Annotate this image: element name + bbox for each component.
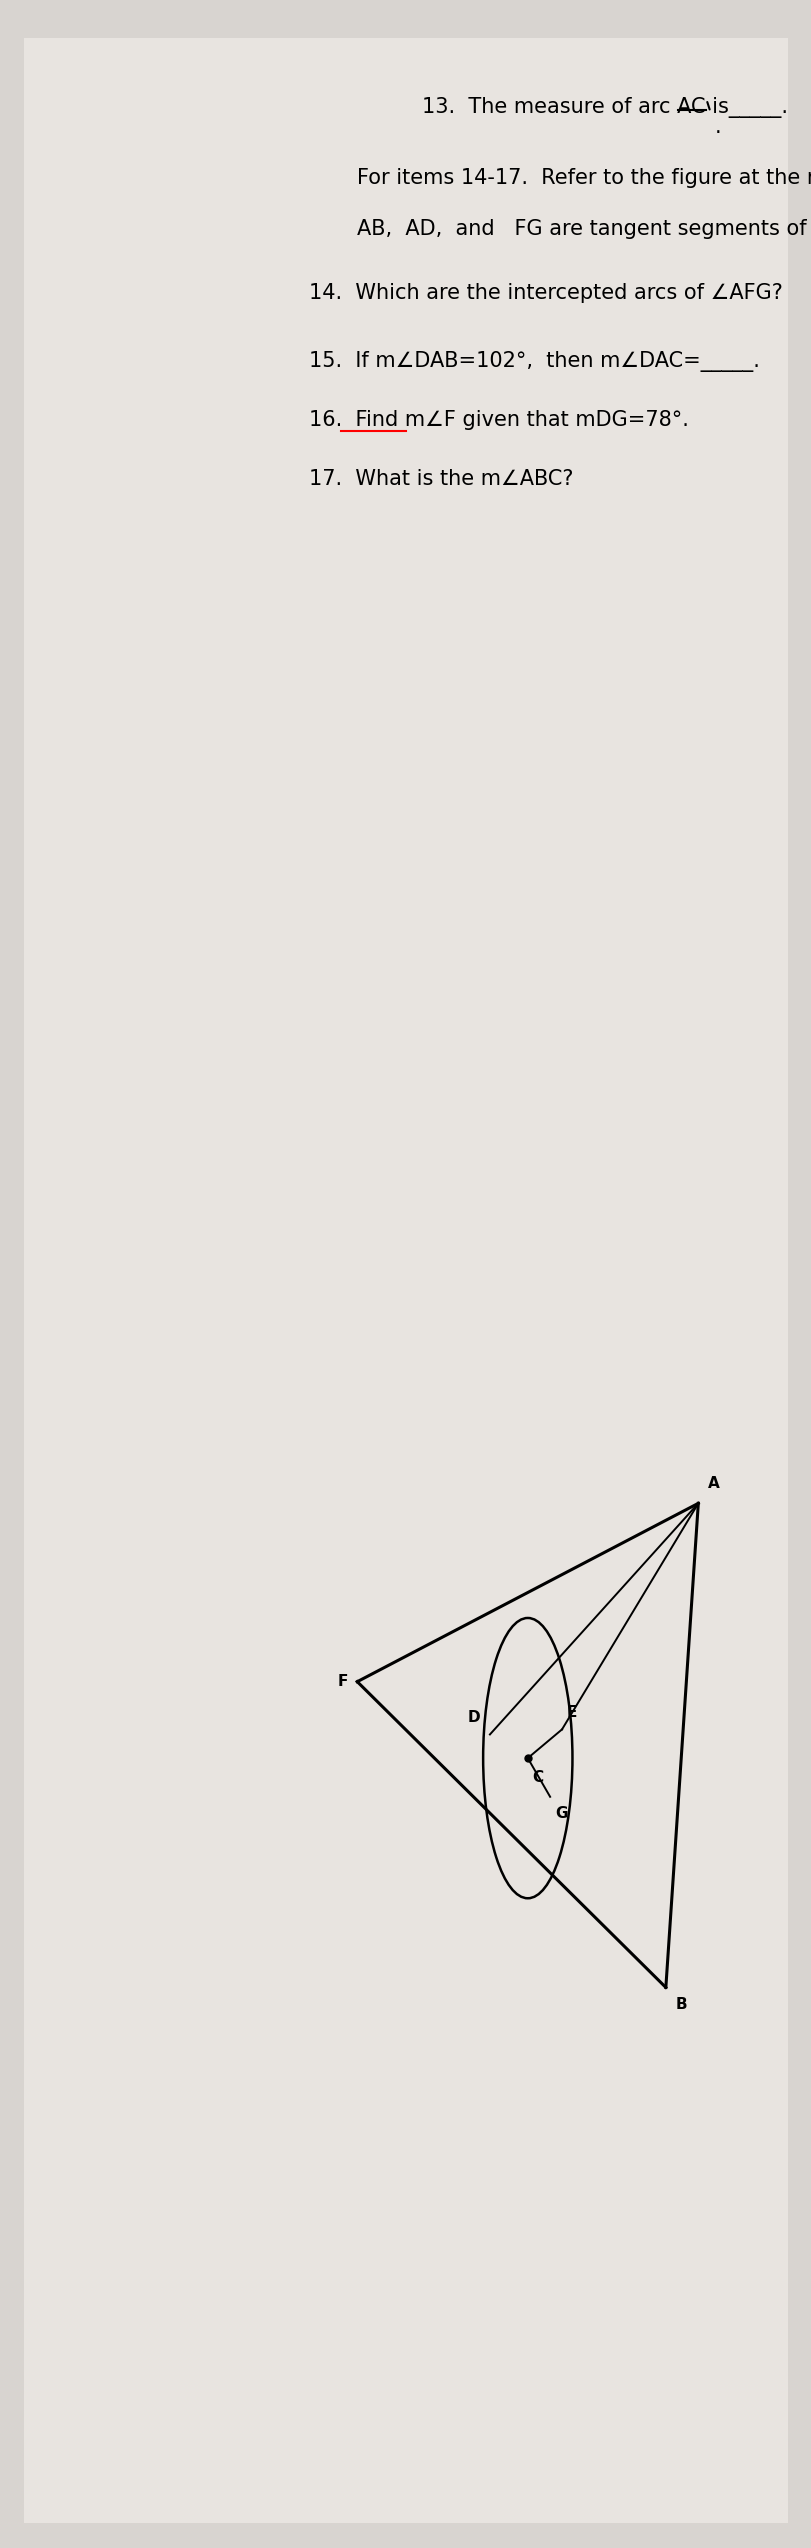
FancyBboxPatch shape — [24, 38, 787, 2523]
Text: 14.  Which are the intercepted arcs of ∠AFG?: 14. Which are the intercepted arcs of ∠A… — [308, 283, 782, 303]
Text: E: E — [566, 1705, 577, 1720]
Text: C: C — [532, 1771, 543, 1786]
Text: F: F — [337, 1674, 347, 1689]
Text: 15.  If m∠DAB=102°,  then m∠DAC=_____.: 15. If m∠DAB=102°, then m∠DAC=_____. — [308, 352, 758, 372]
Text: D: D — [467, 1710, 479, 1725]
Text: B: B — [675, 1998, 686, 2010]
Text: A: A — [707, 1475, 719, 1491]
Text: .: . — [714, 117, 720, 138]
Text: 13.  The measure of arc AC is_____.: 13. The measure of arc AC is_____. — [422, 97, 787, 117]
Text: G: G — [555, 1807, 567, 1822]
Text: AB,  AD,  and   FG are tangent segments of ⊙C: AB, AD, and FG are tangent segments of ⊙… — [357, 219, 811, 240]
Text: 16.  Find m∠F given that mDG=78°.: 16. Find m∠F given that mDG=78°. — [308, 410, 688, 431]
Text: For items 14-17.  Refer to the figure at the right: For items 14-17. Refer to the figure at … — [357, 168, 811, 189]
Text: 17.  What is the m∠ABC?: 17. What is the m∠ABC? — [308, 469, 573, 489]
